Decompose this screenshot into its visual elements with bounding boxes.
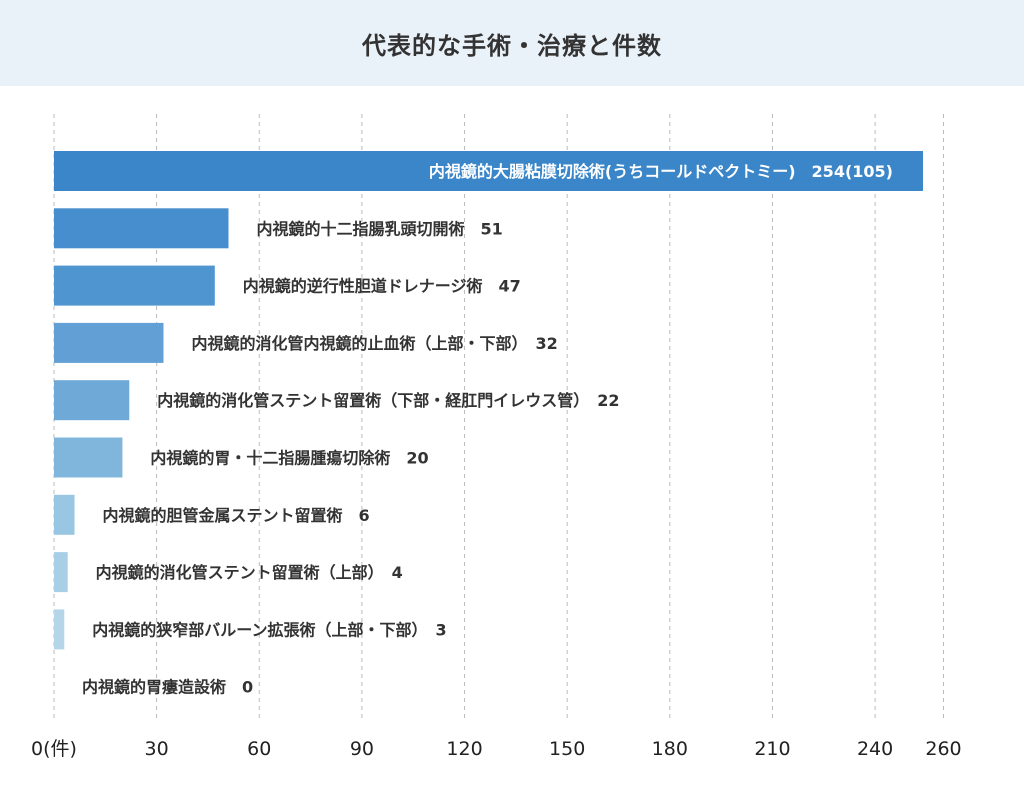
bar-label: 内視鏡的胆管金属ステント留置術 6 bbox=[103, 506, 370, 525]
bar-label: 内視鏡的狭窄部バルーン拡張術（上部・下部） 3 bbox=[92, 620, 446, 639]
chart-title: 代表的な手術・治療と件数 bbox=[362, 31, 662, 60]
bars bbox=[54, 151, 923, 650]
x-tick-label: 30 bbox=[145, 738, 169, 760]
bar-label: 内視鏡的消化管ステント留置術（下部・経肛門イレウス管） 22 bbox=[157, 391, 619, 410]
bar bbox=[54, 265, 215, 306]
bar-label: 内視鏡的十二指腸乳頭切開術 51 bbox=[256, 219, 502, 238]
x-tick-label: 260 bbox=[925, 738, 961, 760]
grid-lines bbox=[53, 114, 945, 722]
bar bbox=[54, 380, 130, 421]
bar bbox=[54, 208, 229, 249]
x-tick-label: 120 bbox=[446, 738, 482, 760]
x-tick-label: 0(件) bbox=[31, 738, 77, 760]
bar bbox=[54, 494, 75, 535]
title-band: 代表的な手術・治療と件数 bbox=[0, 0, 1024, 86]
bar-label: 内視鏡的消化管ステント留置術（上部） 4 bbox=[96, 563, 403, 582]
x-tick-label: 60 bbox=[247, 738, 271, 760]
bar-label: 内視鏡的逆行性胆道ドレナージ術 47 bbox=[243, 277, 521, 296]
x-tick-label: 150 bbox=[549, 738, 585, 760]
bar bbox=[54, 322, 164, 363]
bar bbox=[54, 609, 65, 650]
bar bbox=[54, 437, 123, 478]
bar-labels: 内視鏡的大腸粘膜切除術(うちコールドペクトミー) 254(105) 内視鏡的十二指… bbox=[82, 162, 893, 697]
bar-label: 内視鏡的胃・十二指腸腫瘍切除術 20 bbox=[150, 449, 428, 468]
bar bbox=[54, 552, 68, 593]
x-tick-label: 240 bbox=[857, 738, 893, 760]
x-tick-label: 180 bbox=[652, 738, 688, 760]
bar-label: 内視鏡的消化管内視鏡的止血術（上部・下部） 32 bbox=[191, 334, 557, 353]
bar-chart: 内視鏡的大腸粘膜切除術(うちコールドペクトミー) 254(105) 内視鏡的十二指… bbox=[31, 114, 962, 760]
bar-label: 内視鏡的胃瘻造設術 0 bbox=[82, 678, 253, 697]
x-tick-label: 210 bbox=[754, 738, 790, 760]
x-axis-ticks: 0(件) 30 60 90 120 150 180 210 240 260 bbox=[31, 738, 962, 760]
bar-label: 内視鏡的大腸粘膜切除術(うちコールドペクトミー) 254(105) bbox=[429, 162, 893, 181]
x-tick-label: 90 bbox=[350, 738, 374, 760]
bar bbox=[54, 151, 923, 191]
